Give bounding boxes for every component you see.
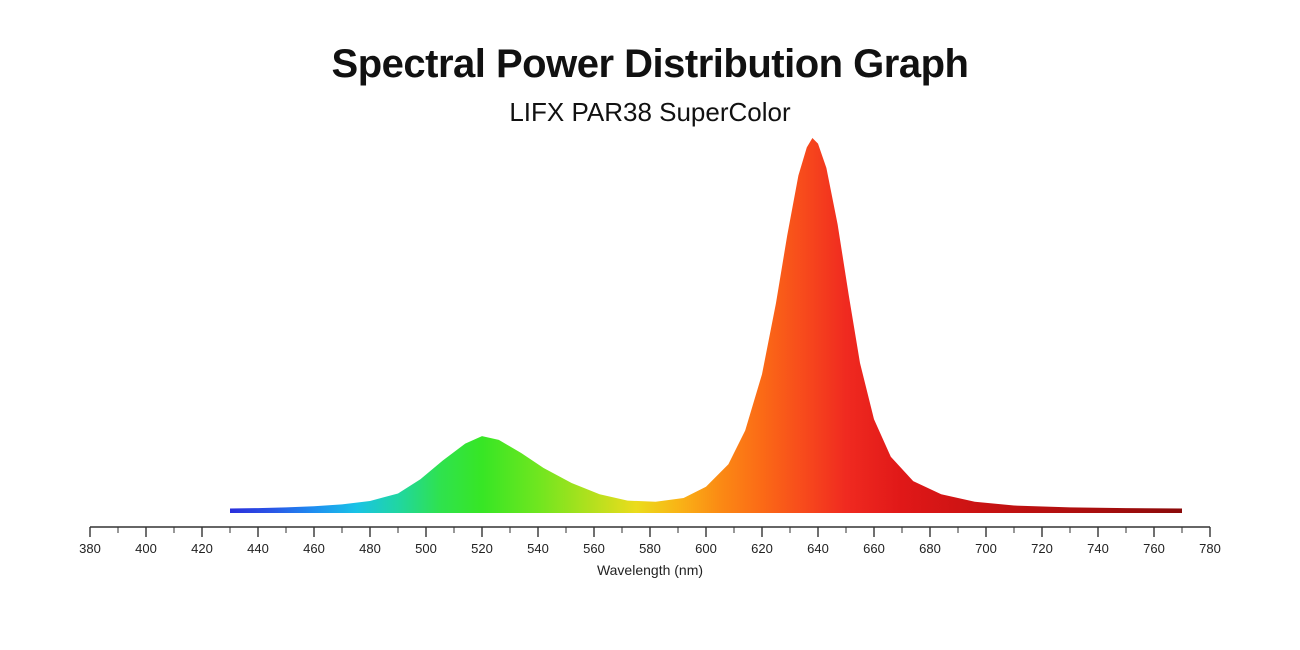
x-tick-label: 400 xyxy=(135,541,157,556)
chart-subtitle: LIFX PAR38 SuperColor xyxy=(0,97,1300,128)
x-tick-label: 680 xyxy=(919,541,941,556)
x-tick-label: 540 xyxy=(527,541,549,556)
x-tick-label: 500 xyxy=(415,541,437,556)
x-tick-label: 700 xyxy=(975,541,997,556)
x-tick-label: 780 xyxy=(1199,541,1221,556)
x-tick-label: 760 xyxy=(1143,541,1165,556)
x-axis-label: Wavelength (nm) xyxy=(597,562,703,578)
x-tick-label: 420 xyxy=(191,541,213,556)
spd-area xyxy=(230,138,1182,513)
x-tick-label: 580 xyxy=(639,541,661,556)
spd-chart: 380 400 420 440 460 480 500 520 540 560 580 600 620 6… xyxy=(0,128,1300,588)
x-tick-label: 560 xyxy=(583,541,605,556)
x-tick-label: 720 xyxy=(1031,541,1053,556)
x-tick-label: 460 xyxy=(303,541,325,556)
x-tick-label: 480 xyxy=(359,541,381,556)
x-tick-label: 440 xyxy=(247,541,269,556)
x-tick-label: 660 xyxy=(863,541,885,556)
x-tick-label: 380 xyxy=(79,541,101,556)
x-tick-label: 620 xyxy=(751,541,773,556)
chart-title: Spectral Power Distribution Graph xyxy=(0,0,1300,87)
x-tick-label: 740 xyxy=(1087,541,1109,556)
x-tick-label: 600 xyxy=(695,541,717,556)
x-tick-label: 520 xyxy=(471,541,493,556)
x-tick-label: 640 xyxy=(807,541,829,556)
